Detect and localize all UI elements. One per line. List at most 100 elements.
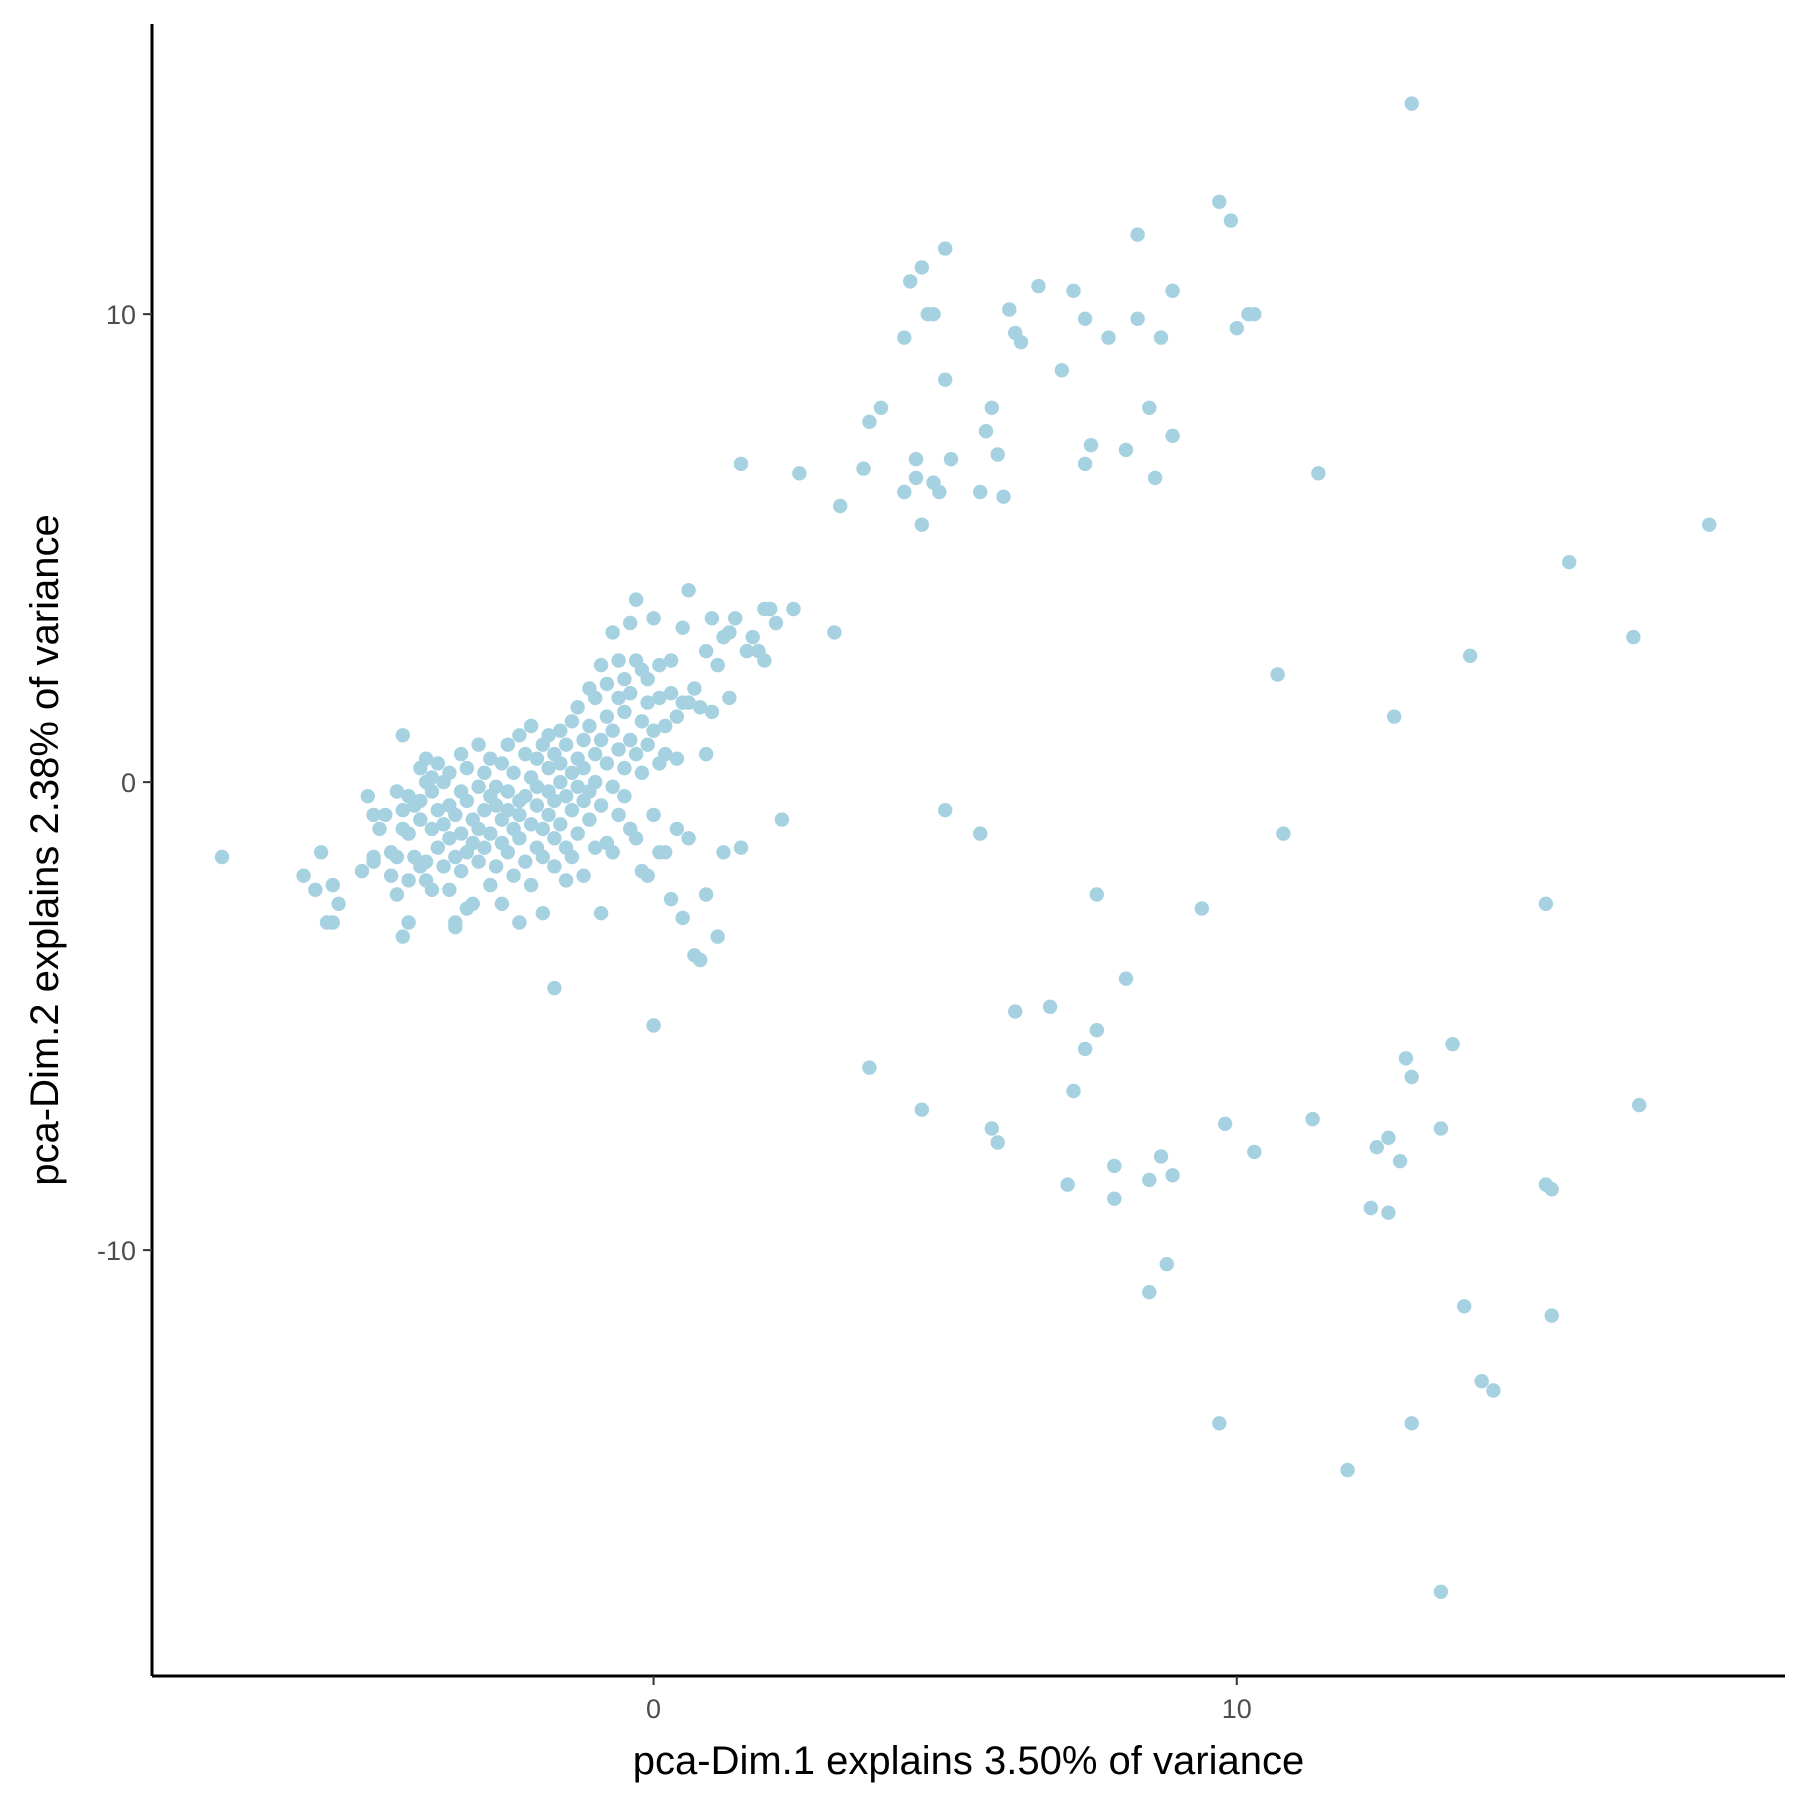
data-point (424, 770, 440, 785)
data-point (640, 737, 655, 752)
data-point (1381, 1130, 1396, 1146)
data-point (611, 690, 626, 706)
data-point (1077, 311, 1093, 326)
data-point (459, 793, 475, 809)
data-point (1130, 227, 1145, 242)
data-point (553, 817, 568, 832)
data-point (436, 859, 451, 874)
data-point (996, 489, 1011, 504)
data-point (774, 812, 790, 827)
data-point (1002, 302, 1017, 317)
data-point (1387, 709, 1402, 724)
data-point (1077, 456, 1093, 472)
data-point (564, 714, 580, 729)
data-point (1066, 283, 1081, 298)
data-point (943, 452, 959, 467)
data-point (1013, 335, 1029, 350)
data-point (593, 732, 609, 748)
data-point (663, 686, 679, 701)
data-point (547, 793, 562, 809)
data-point (990, 1135, 1005, 1150)
data-point (646, 807, 661, 823)
data-point (477, 840, 492, 855)
data-point (605, 779, 620, 794)
data-point (1142, 400, 1157, 415)
data-point (471, 737, 486, 752)
data-point (535, 906, 550, 921)
data-point (1398, 1051, 1414, 1066)
data-point (716, 845, 731, 860)
data-point (378, 807, 393, 823)
data-point (984, 400, 999, 415)
y-tick-label: 10 (106, 300, 136, 330)
data-point (448, 920, 463, 935)
x-tick-label: 0 (646, 1694, 661, 1724)
data-point (541, 728, 556, 743)
data-point (401, 826, 416, 841)
data-point (605, 845, 620, 860)
data-point (576, 760, 591, 776)
data-point (681, 831, 696, 846)
data-point (401, 873, 416, 888)
data-point (418, 751, 434, 766)
data-point (424, 821, 440, 837)
data-point (354, 863, 370, 879)
data-point (938, 241, 953, 256)
data-point (1165, 428, 1180, 443)
data-point (214, 849, 230, 865)
data-point (1066, 1083, 1081, 1099)
data-point (1159, 1257, 1175, 1272)
data-point (436, 817, 451, 832)
data-point (938, 372, 953, 387)
data-point (675, 910, 690, 926)
data-point (1369, 1140, 1385, 1155)
data-point (990, 447, 1005, 462)
data-point (523, 817, 539, 832)
data-point (500, 784, 515, 799)
data-point (1486, 1383, 1501, 1398)
data-point (611, 653, 626, 668)
data-point (547, 980, 562, 996)
data-point (1311, 466, 1326, 481)
data-point (634, 765, 650, 780)
data-point (1340, 1462, 1355, 1478)
data-point (564, 849, 580, 865)
data-point (768, 615, 784, 631)
data-point (739, 643, 755, 659)
data-point (1031, 278, 1046, 294)
data-point (1544, 1308, 1559, 1323)
data-point (681, 583, 696, 598)
data-point (1212, 1416, 1227, 1431)
data-point (430, 803, 445, 818)
data-point (1433, 1584, 1449, 1600)
data-point (465, 896, 480, 911)
data-point (1107, 1158, 1122, 1174)
data-point (792, 466, 807, 481)
data-point (623, 732, 638, 748)
data-point (395, 728, 410, 743)
data-point (1363, 1200, 1379, 1216)
data-point (500, 803, 515, 818)
data-point (710, 929, 725, 944)
data-point (570, 779, 585, 794)
data-point (687, 681, 702, 696)
data-point (512, 807, 527, 823)
data-point (453, 746, 469, 762)
data-point (488, 779, 504, 794)
data-point (401, 915, 416, 930)
data-point (599, 676, 615, 692)
data-point (1404, 1416, 1419, 1431)
data-point (512, 915, 527, 930)
data-point (973, 484, 988, 500)
data-point (669, 821, 685, 837)
data-point (389, 784, 405, 799)
data-point (1392, 1154, 1408, 1169)
data-point (908, 470, 924, 486)
data-point (663, 891, 679, 907)
data-point (1153, 1149, 1169, 1164)
data-point (704, 704, 720, 720)
data-point (582, 812, 597, 827)
data-point (640, 672, 655, 687)
data-point (914, 517, 929, 532)
